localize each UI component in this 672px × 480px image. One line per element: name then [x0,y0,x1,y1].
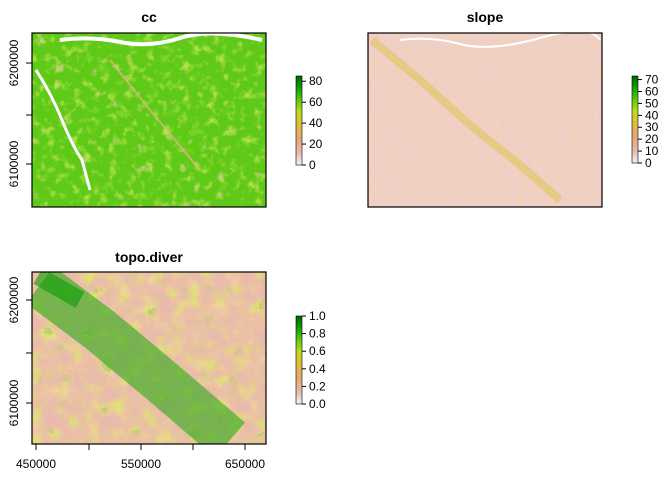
y-axis-cc: 6200000 6100000 [7,39,32,187]
legend-cc: 80 60 40 20 0 [295,74,323,172]
legend-tick-label-topo-4: 0.2 [309,379,326,393]
ridge-band-topo [33,272,85,308]
water-channel-cc [34,69,92,191]
legend-tick-label-topo-3: 0.4 [309,362,326,376]
panel-topo-diver: topo.diver 6200000 6100000 450000 550000… [7,249,326,471]
raster-slope [368,33,602,207]
plot-frame-topo-diver [31,271,267,445]
legend-tick-label-slope-6: 10 [645,144,659,158]
legend-tick-label-cc-3: 20 [309,137,323,151]
panel-cc: cc 6200000 6100000 80 60 40 20 0 [7,9,323,208]
plot-frame-cc [31,32,267,208]
legend-colorbar-topo [295,315,303,405]
raster-topo-diver [32,272,266,444]
raster-cc [32,33,266,207]
legend-colorbar-cc [295,75,303,166]
y-axis-topo-diver: 6200000 6100000 [7,276,32,426]
legend-tick-label-slope-2: 50 [645,96,659,110]
legend-tick-label-topo-0: 1.0 [309,309,326,323]
x-tick-label-topo-3: 650000 [225,457,265,471]
x-axis-topo-diver: 450000 550000 650000 [16,444,265,471]
plot-frame-slope [367,32,603,208]
legend-tick-label-slope-5: 20 [645,132,659,146]
legend-tick-label-topo-1: 0.8 [309,327,326,341]
legend-tick-label-cc-1: 60 [309,95,323,109]
legend-tick-label-slope-3: 40 [645,108,659,122]
water-river-slope [399,33,601,48]
legend-tick-label-slope-7: 0 [645,156,652,170]
legend-tick-label-slope-0: 70 [645,73,659,87]
legend-tick-label-topo-2: 0.6 [309,344,326,358]
x-tick-label-topo-1: 450000 [16,457,56,471]
y-tick-label-cc-2: 6100000 [7,140,21,187]
slope-band-slope [369,36,563,204]
valley-band-topo [32,272,245,444]
legend-tick-label-slope-4: 30 [645,120,659,134]
legend-tick-label-cc-0: 80 [309,74,323,88]
y-tick-label-topo-2: 6100000 [7,379,21,426]
y-tick-label-cc-1: 6200000 [7,39,21,86]
ridge-cc [109,59,201,171]
legend-colorbar-slope [631,75,639,164]
legend-topo-diver: 1.0 0.8 0.6 0.4 0.2 0.0 [295,309,326,411]
legend-tick-label-slope-1: 60 [645,84,659,98]
panel-title-topo-diver: topo.diver [115,249,183,265]
panel-title-cc: cc [141,9,157,25]
legend-tick-label-cc-2: 40 [309,116,323,130]
legend-tick-label-topo-5: 0.0 [309,397,326,411]
x-tick-label-topo-2: 550000 [121,457,161,471]
legend-tick-label-cc-4: 0 [309,158,316,172]
y-tick-label-topo-1: 6200000 [7,276,21,323]
water-river-cc [59,33,263,47]
panel-title-slope: slope [467,9,504,25]
